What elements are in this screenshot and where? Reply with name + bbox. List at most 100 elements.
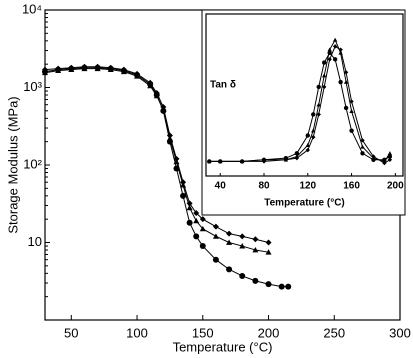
marker	[212, 256, 219, 263]
marker	[186, 219, 193, 226]
marker	[343, 70, 349, 75]
x-tick-label: 250	[323, 325, 345, 340]
y-tick-label: 10²	[23, 156, 42, 171]
y-axis-label: Storage Modulus (MPa)	[5, 96, 20, 233]
x-tick-label: 200	[258, 325, 280, 340]
marker	[193, 217, 200, 224]
marker	[322, 84, 327, 90]
y-axis-label: Tan δ	[210, 80, 236, 91]
marker	[311, 112, 316, 117]
marker	[180, 179, 187, 186]
marker	[311, 134, 316, 140]
marker	[387, 157, 393, 162]
x-tick-label: 160	[343, 181, 360, 192]
marker	[294, 151, 300, 156]
marker	[81, 63, 88, 70]
marker	[265, 249, 272, 255]
marker	[382, 160, 387, 166]
marker	[316, 112, 321, 117]
marker	[199, 225, 206, 232]
marker	[239, 233, 246, 240]
marker	[349, 99, 354, 104]
plot-frame	[205, 13, 404, 177]
marker	[180, 192, 187, 199]
y-tick-label: 10³	[23, 79, 42, 94]
x-tick-label: 150	[192, 325, 214, 340]
inset-chart: 40 80 120 160 200 Temperature (°C) Tan δ	[201, 9, 406, 216]
marker	[207, 159, 212, 164]
marker	[55, 65, 62, 72]
marker	[360, 151, 365, 156]
marker	[332, 44, 338, 49]
x-tick-label: 300	[389, 325, 411, 340]
marker	[261, 159, 267, 164]
marker	[316, 84, 321, 90]
marker	[332, 37, 338, 42]
marker	[360, 138, 365, 143]
marker	[160, 104, 167, 111]
x-tick-label: 120	[299, 181, 316, 192]
marker	[120, 66, 127, 73]
marker	[343, 79, 349, 84]
marker	[252, 247, 259, 253]
marker	[226, 230, 233, 237]
marker	[226, 239, 233, 245]
marker	[265, 281, 272, 288]
marker	[305, 133, 310, 138]
marker	[360, 144, 365, 149]
marker	[278, 283, 285, 290]
marker	[338, 47, 343, 52]
marker	[343, 105, 349, 111]
marker	[186, 204, 193, 211]
x-tick-label: 100	[126, 325, 148, 340]
marker	[327, 57, 332, 62]
marker	[322, 73, 327, 78]
marker	[265, 239, 272, 246]
x-axis-label: Temperature (°C)	[264, 198, 345, 209]
x-tick-label: 40	[215, 181, 227, 192]
marker	[107, 64, 114, 71]
marker	[226, 266, 233, 273]
marker	[387, 151, 393, 156]
marker	[371, 154, 376, 159]
marker	[239, 272, 246, 279]
marker	[283, 157, 289, 162]
marker	[349, 109, 354, 113]
series-line	[44, 68, 269, 253]
marker	[166, 132, 173, 139]
marker	[153, 89, 160, 96]
marker	[338, 79, 343, 85]
marker	[199, 216, 206, 223]
marker	[285, 283, 292, 290]
x-tick-label: 80	[258, 181, 270, 192]
marker	[193, 210, 200, 217]
marker	[316, 102, 321, 107]
marker	[322, 60, 327, 65]
marker	[294, 155, 300, 161]
inset-frame	[201, 9, 406, 216]
x-tick-label: 200	[387, 181, 404, 192]
marker	[332, 57, 338, 62]
y-tick-label: 10⁴	[22, 1, 42, 16]
marker	[252, 277, 259, 284]
main-chart: 50 100 150 200 250 300 10 10² 10³ 10⁴ Temperature …	[5, 1, 410, 354]
marker	[186, 200, 193, 207]
marker	[252, 236, 259, 243]
x-axis-label: Temperature (°C)	[173, 339, 273, 354]
marker	[134, 70, 141, 77]
marker	[239, 159, 245, 164]
marker	[218, 159, 223, 164]
x-tick-label: 50	[64, 325, 78, 340]
marker	[173, 155, 180, 162]
series-line	[44, 66, 269, 243]
marker	[305, 147, 310, 153]
marker	[147, 79, 154, 86]
marker	[327, 47, 332, 52]
marker	[199, 243, 206, 250]
marker	[68, 64, 75, 71]
marker	[94, 63, 101, 70]
marker	[305, 143, 310, 147]
marker	[349, 128, 354, 133]
marker	[193, 233, 200, 240]
